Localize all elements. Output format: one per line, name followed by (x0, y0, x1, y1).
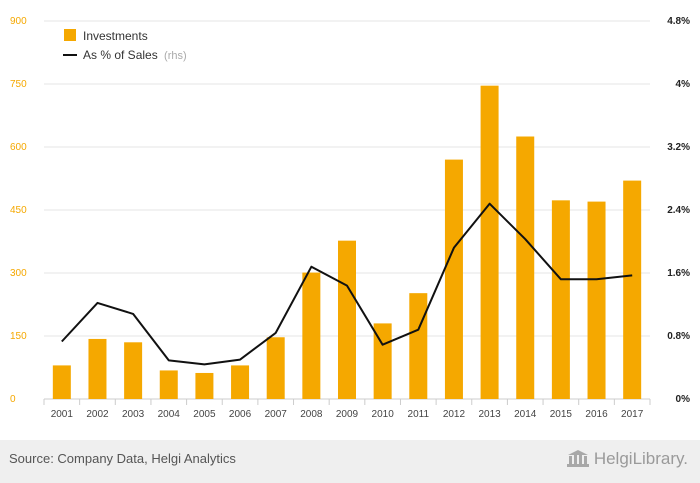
right-tick-3.2: 3.2% (667, 142, 690, 153)
legend: Investments As % of Sales (rhs) (63, 29, 187, 62)
legend-label-sales-ratio: As % of Sales (rhs) (83, 48, 187, 62)
x-label-2011: 2011 (408, 409, 430, 420)
left-tick-900: 900 (10, 16, 27, 27)
bar-investments-2006 (231, 365, 250, 399)
bar-investments-2015 (551, 200, 570, 399)
right-axis-labels: 0% 0.8% 1.6% 2.4% 3.2% 4% 4.8% (667, 16, 690, 405)
left-tick-300: 300 (10, 268, 27, 279)
helgi-library-logo[interactable]: HelgiLibrary. (566, 449, 688, 469)
right-tick-2.4: 2.4% (667, 205, 690, 216)
x-label-2007: 2007 (265, 409, 288, 420)
left-axis-labels: 0 150 300 450 600 750 900 (10, 16, 27, 405)
library-building-icon (566, 450, 589, 467)
bar-investments-2014 (516, 136, 535, 399)
x-label-2012: 2012 (443, 409, 466, 420)
sales-ratio-line (61, 202, 633, 366)
bar-investments-2005 (195, 372, 214, 399)
bar-investments-2001 (52, 365, 71, 399)
x-label-2002: 2002 (86, 409, 109, 420)
x-label-2003: 2003 (122, 409, 145, 420)
right-tick-0.8: 0.8% (667, 331, 690, 342)
source-note: Source: Company Data, Helgi Analytics (9, 451, 236, 466)
x-label-2006: 2006 (229, 409, 252, 420)
right-tick-0: 0% (676, 394, 691, 405)
bar-investments-2017 (623, 180, 642, 399)
x-label-2008: 2008 (300, 409, 323, 420)
bar-investments-2004 (159, 370, 178, 399)
x-label-2017: 2017 (621, 409, 644, 420)
legend-swatch-investments (64, 29, 76, 41)
brand-name: HelgiLibrary. (593, 449, 688, 468)
footer: Source: Company Data, Helgi Analytics He… (0, 440, 700, 483)
x-label-2016: 2016 (585, 409, 608, 420)
line-sales-ratio (61, 202, 633, 366)
left-tick-450: 450 (10, 205, 27, 216)
legend-label-investments: Investments (83, 29, 148, 43)
combo-chart: 2001 2002 2003 2004 2005 2006 2007 2008 2009 2010… (10, 16, 690, 420)
right-tick-4.8: 4.8% (667, 16, 690, 27)
left-tick-750: 750 (10, 79, 27, 90)
bar-investments-2011 (409, 293, 428, 399)
left-tick-150: 150 (10, 331, 27, 342)
bar-investments-2008 (302, 272, 321, 399)
bar-investments-2012 (444, 159, 463, 399)
x-label-2005: 2005 (193, 409, 216, 420)
legend-label-rhs: (rhs) (164, 50, 187, 62)
investment-bars (52, 85, 642, 400)
x-label-2015: 2015 (550, 409, 573, 420)
x-label-2004: 2004 (158, 409, 181, 420)
left-tick-0: 0 (10, 394, 16, 405)
x-label-2009: 2009 (336, 409, 359, 420)
bar-investments-2013 (480, 85, 499, 400)
legend-label-sales-ratio-name: As % of Sales (83, 48, 158, 62)
right-tick-1.6: 1.6% (667, 268, 690, 279)
x-axis-labels: 2001 2002 2003 2004 2005 2006 2007 2008 2009 2010… (51, 409, 644, 420)
grid-lines (43, 20, 651, 405)
x-label-2013: 2013 (478, 409, 501, 420)
x-label-2014: 2014 (514, 409, 537, 420)
left-tick-600: 600 (10, 142, 27, 153)
right-tick-4: 4% (676, 79, 691, 90)
bar-investments-2007 (266, 337, 285, 399)
x-label-2010: 2010 (372, 409, 395, 420)
bar-investments-2016 (587, 201, 606, 399)
bar-investments-2002 (88, 338, 107, 399)
bar-investments-2003 (124, 342, 143, 399)
x-label-2001: 2001 (51, 409, 74, 420)
bar-investments-2009 (338, 240, 356, 399)
